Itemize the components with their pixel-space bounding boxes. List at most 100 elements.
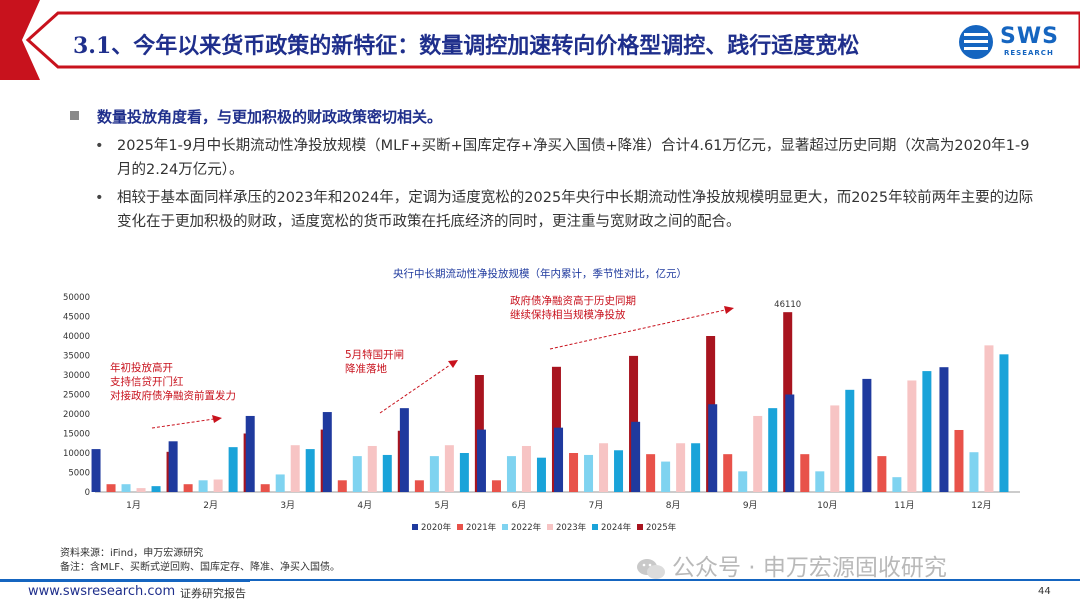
bar-2024年-8月 xyxy=(691,443,701,492)
bar-2021年-5月 xyxy=(414,480,424,492)
website-link[interactable]: www.swsresearch.com xyxy=(28,584,176,599)
bar-2023年-5月 xyxy=(444,445,454,492)
bar-2024年-10月 xyxy=(845,389,855,492)
bar-2024年-7月 xyxy=(614,450,624,492)
data-label-2025-sep: 46110 xyxy=(774,300,801,310)
legend-label: 2021年 xyxy=(466,522,497,533)
report-type: 证券研究报告 xyxy=(180,587,246,600)
y-tick-label: 15000 xyxy=(63,430,90,440)
annotation-2-line-1: 5月特国开闸 xyxy=(345,348,404,361)
page-number: 44 xyxy=(1038,586,1051,597)
annotation-1-line-3: 对接政府债净融资前置发力 xyxy=(110,389,236,402)
watermark: 公众号 · 申万宏源固收研究 xyxy=(636,548,947,582)
main-bullet-text: 数量投放角度看，与更加积极的财政政策密切相关。 xyxy=(97,108,443,126)
y-tick-label: 25000 xyxy=(63,391,90,401)
bar-2023年-10月 xyxy=(830,405,840,492)
x-tick-label: 11月 xyxy=(894,500,914,511)
remark-note: 备注：含MLF、买断式逆回购、国库定存、降准、净买入国债。 xyxy=(60,562,340,573)
bar-2021年-8月 xyxy=(646,454,656,492)
legend-label: 2025年 xyxy=(646,522,677,533)
bar-2021年-11月 xyxy=(877,456,887,492)
legend-label: 2024年 xyxy=(601,522,632,533)
bar-2023年-9月 xyxy=(753,415,763,492)
chart-title: 央行中长期流动性净投放规模（年内累计，季节性对比，亿元） xyxy=(393,267,687,280)
x-tick-label: 12月 xyxy=(971,500,991,511)
page-title: 3.1、今年以来货币政策的新特征：数量调控加速转向价格型调控、践行适度宽松 xyxy=(73,33,860,59)
footer-accent xyxy=(0,579,250,582)
bar-2023年-4月 xyxy=(367,445,377,492)
x-tick-label: 5月 xyxy=(435,500,450,511)
bar-2023年-12月 xyxy=(984,345,994,492)
annotation-2-line-2: 降准落地 xyxy=(345,362,387,375)
legend-label: 2023年 xyxy=(556,522,587,533)
x-axis-labels: 1月 2月 3月 4月 5月 6月 7月 8月 9月 10月 11月 12月 xyxy=(126,500,992,511)
annotation-1-line-2: 支持信贷开门红 xyxy=(110,375,184,388)
y-tick-label: 0 xyxy=(85,488,90,498)
bar-2020年-5月 xyxy=(399,408,409,492)
x-tick-label: 1月 xyxy=(126,500,141,511)
annotation-1: 年初投放高开 支持信贷开门红 对接政府债净融资前置发力 xyxy=(110,361,236,402)
x-tick-label: 7月 xyxy=(589,500,604,511)
watermark-text: 公众号 · 申万宏源固收研究 xyxy=(672,555,947,581)
bar-2021年-1月 xyxy=(106,484,116,492)
legend-swatch xyxy=(637,524,643,530)
bar-2024年-2月 xyxy=(228,447,238,492)
y-axis-ticks: 0 5000 10000 15000 20000 25000 30000 35000 40000… xyxy=(63,293,90,498)
x-tick-label: 3月 xyxy=(280,500,295,511)
x-tick-label: 2月 xyxy=(203,500,218,511)
bar-2024年-4月 xyxy=(382,454,392,492)
bar-2024年-6月 xyxy=(536,457,546,492)
legend-swatch xyxy=(547,524,553,530)
y-tick-label: 50000 xyxy=(63,293,90,303)
bar-2020年-11月 xyxy=(862,378,872,492)
sub-bullet-2: • 相较于基本面同样承压的2023年和2024年，定调为适度宽松的2025年央行… xyxy=(95,186,1037,234)
bar-2021年-2月 xyxy=(183,484,193,492)
legend-swatch xyxy=(412,524,418,530)
x-tick-label: 8月 xyxy=(666,500,681,511)
bar-2024年-11月 xyxy=(922,371,932,492)
bar-2024年-5月 xyxy=(459,453,469,492)
bar-2021年-3月 xyxy=(260,484,270,492)
x-tick-label: 4月 xyxy=(357,500,372,511)
logo-subtext: RESEARCH xyxy=(1004,49,1054,57)
bar-2022年-1月 xyxy=(121,484,131,492)
bar-2023年-6月 xyxy=(521,445,531,492)
y-tick-label: 20000 xyxy=(63,410,90,420)
bar-2020年-7月 xyxy=(554,427,564,492)
bar-2020年-1月 xyxy=(91,449,101,492)
legend-label: 2020年 xyxy=(421,522,452,533)
annotation-3-line-2: 继续保持相当规模净投放 xyxy=(510,308,626,321)
bar-2021年-4月 xyxy=(337,480,347,492)
legend-label: 2022年 xyxy=(511,522,542,533)
footer-divider xyxy=(0,579,1080,581)
logo-text: SWS xyxy=(1000,24,1059,49)
bar-2024年-3月 xyxy=(305,449,315,492)
chart-bars xyxy=(91,312,1009,492)
bar-2021年-7月 xyxy=(569,453,579,492)
sws-logo: SWS RESEARCH xyxy=(958,22,1068,62)
bar-2022年-2月 xyxy=(198,480,208,492)
bullet-dot-icon: • xyxy=(95,190,104,206)
bar-2022年-11月 xyxy=(892,477,902,492)
sub-bullet-1: • 2025年1-9月中长期流动性净投放规模（MLF+买断+国库定存+净买入国债… xyxy=(95,134,1037,182)
bar-2023年-2月 xyxy=(213,479,223,492)
bar-2020年-3月 xyxy=(245,415,255,492)
annotation-3-arrow xyxy=(549,306,734,350)
sub-bullet-1-text: 2025年1-9月中长期流动性净投放规模（MLF+买断+国库定存+净买入国债+降… xyxy=(117,138,1030,178)
bar-2020年-9月 xyxy=(708,404,718,492)
chart-legend: 2020年 2021年 2022年 2023年 2024年 2025年 xyxy=(412,522,677,533)
bar-2021年-6月 xyxy=(491,480,501,492)
bar-2021年-12月 xyxy=(954,429,964,492)
bar-2024年-1月 xyxy=(151,486,161,492)
bar-2023年-3月 xyxy=(290,445,300,492)
legend-swatch xyxy=(457,524,463,530)
sws-logo-icon xyxy=(959,25,993,59)
y-tick-label: 45000 xyxy=(63,313,90,323)
bar-2022年-7月 xyxy=(584,454,594,492)
x-tick-label: 6月 xyxy=(512,500,527,511)
legend-swatch xyxy=(502,524,508,530)
bar-2022年-12月 xyxy=(969,452,979,492)
bar-2023年-1月 xyxy=(136,488,146,492)
bar-2024年-12月 xyxy=(999,354,1009,492)
bar-2023年-7月 xyxy=(599,443,609,492)
